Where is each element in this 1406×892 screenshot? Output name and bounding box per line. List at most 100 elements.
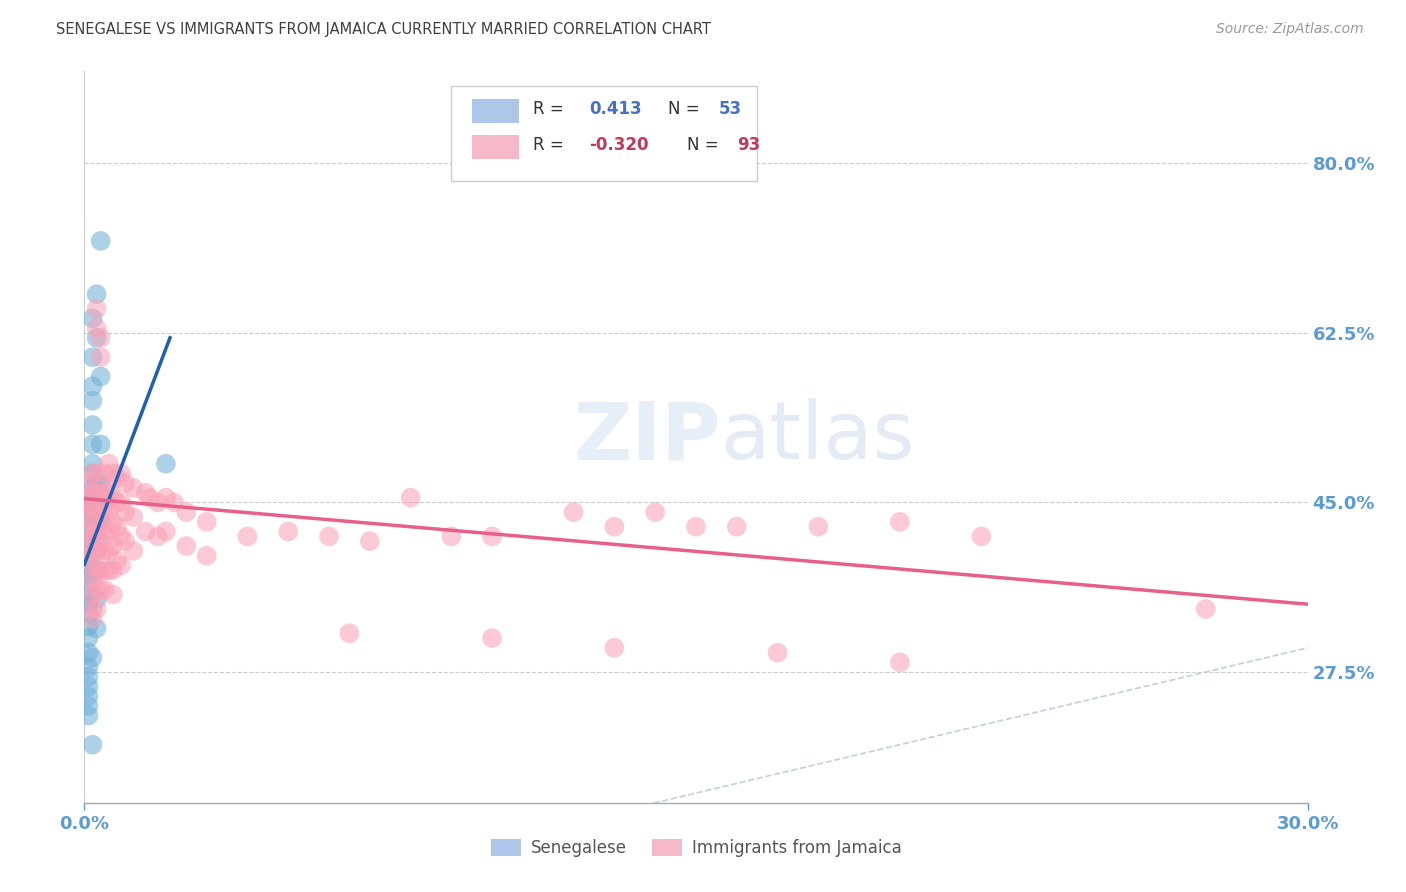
Point <box>90 582 112 597</box>
Point <box>77 529 100 543</box>
Point <box>90 331 112 345</box>
Point <box>77 500 100 515</box>
Point <box>101 515 124 529</box>
Point <box>86 287 108 301</box>
Point <box>105 553 128 567</box>
Point <box>86 622 108 636</box>
Point <box>766 646 789 660</box>
Point <box>82 467 104 481</box>
Point <box>82 558 104 573</box>
FancyBboxPatch shape <box>472 135 519 159</box>
Point <box>86 582 108 597</box>
Point <box>114 476 136 491</box>
Point <box>82 738 104 752</box>
Point <box>77 510 100 524</box>
Point <box>105 495 128 509</box>
Point <box>82 379 104 393</box>
Point <box>195 549 218 563</box>
Point <box>82 650 104 665</box>
Point <box>101 467 124 481</box>
Point <box>146 529 169 543</box>
Point <box>82 467 104 481</box>
Point <box>82 481 104 495</box>
Point <box>97 544 120 558</box>
Point <box>90 515 112 529</box>
Point <box>97 524 120 539</box>
Point <box>82 350 104 364</box>
Text: -0.320: -0.320 <box>589 136 650 153</box>
Point <box>970 529 993 543</box>
Point <box>90 524 112 539</box>
Point <box>135 524 157 539</box>
Point <box>82 500 104 515</box>
Point <box>101 563 124 577</box>
FancyBboxPatch shape <box>451 86 758 181</box>
Point <box>889 656 911 670</box>
Point <box>86 495 108 509</box>
Point <box>82 393 104 408</box>
Point <box>889 515 911 529</box>
Point <box>86 476 108 491</box>
Point <box>93 485 117 500</box>
Point <box>77 534 100 549</box>
Point <box>114 505 136 519</box>
Point <box>86 331 108 345</box>
Text: ZIP: ZIP <box>574 398 720 476</box>
Point <box>481 529 503 543</box>
Point <box>86 321 108 335</box>
Text: N =: N = <box>668 100 704 118</box>
Point <box>86 301 108 316</box>
Point <box>82 491 104 505</box>
Point <box>77 619 100 633</box>
Point <box>77 558 100 573</box>
Point <box>110 467 132 481</box>
Point <box>101 491 124 505</box>
Point <box>86 515 108 529</box>
Point <box>77 587 100 601</box>
Point <box>77 708 100 723</box>
Point <box>807 519 830 533</box>
Point <box>359 534 381 549</box>
Point <box>138 491 160 505</box>
Point <box>77 500 100 515</box>
Point <box>86 529 108 543</box>
Point <box>77 519 100 533</box>
Point <box>86 467 108 481</box>
Point <box>122 510 145 524</box>
Point <box>77 631 100 645</box>
Point <box>603 640 626 655</box>
Point <box>93 505 117 519</box>
Point <box>86 563 108 577</box>
Point <box>135 485 157 500</box>
Point <box>77 549 100 563</box>
Point <box>93 544 117 558</box>
Text: atlas: atlas <box>720 398 915 476</box>
Point <box>90 437 112 451</box>
Point <box>77 698 100 713</box>
Point <box>110 529 132 543</box>
Point <box>77 539 100 553</box>
Point <box>114 534 136 549</box>
Point <box>176 539 198 553</box>
Point <box>644 505 666 519</box>
Point <box>122 544 145 558</box>
Point <box>339 626 361 640</box>
Point <box>90 544 112 558</box>
Text: SENEGALESE VS IMMIGRANTS FROM JAMAICA CURRENTLY MARRIED CORRELATION CHART: SENEGALESE VS IMMIGRANTS FROM JAMAICA CU… <box>56 22 711 37</box>
Point <box>603 519 626 533</box>
Point <box>86 485 108 500</box>
Point <box>163 495 186 509</box>
Text: N =: N = <box>688 136 724 153</box>
Point <box>77 690 100 704</box>
Point <box>86 544 108 558</box>
Point <box>82 529 104 543</box>
Point <box>562 505 585 519</box>
Point <box>82 587 104 601</box>
Point <box>97 485 120 500</box>
Point <box>82 500 104 515</box>
Point <box>93 467 117 481</box>
Point <box>93 563 117 577</box>
Point <box>86 563 108 577</box>
Point <box>77 660 100 674</box>
Point <box>77 578 100 592</box>
